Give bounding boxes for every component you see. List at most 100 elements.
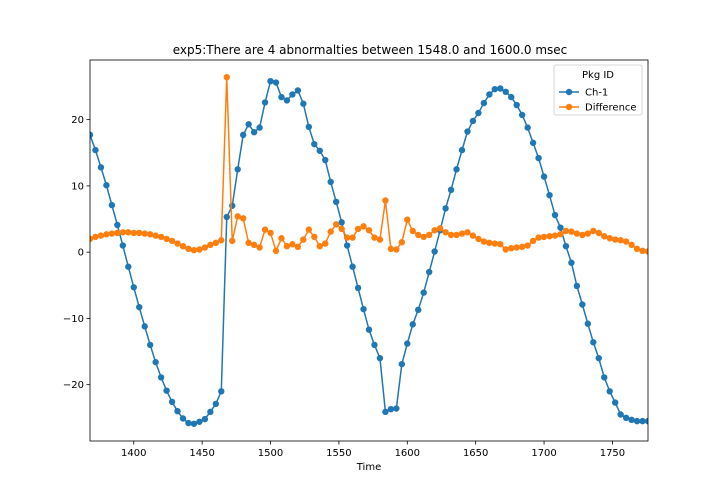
data-point-difference [229,237,236,245]
data-point-ch-1 [590,339,597,346]
data-point-difference [207,241,214,249]
data-point-difference [393,246,400,253]
data-point-ch-1 [223,213,230,221]
data-point-difference [398,239,406,246]
data-point-difference [311,233,318,241]
data-point-difference [562,227,570,235]
data-point-difference [294,243,302,251]
data-point-difference [316,242,323,250]
data-point-difference [425,231,433,239]
data-point-difference [628,241,635,249]
data-point-ch-1 [283,97,291,104]
data-point-ch-1 [431,248,438,255]
data-point-difference [371,234,378,241]
data-point-ch-1 [212,400,220,408]
data-point-ch-1 [163,387,170,394]
data-point-ch-1 [218,388,225,395]
x-tick-label: 1500 [258,448,283,459]
data-point-difference [611,236,619,243]
data-point-ch-1 [376,354,384,362]
x-tick-label: 1550 [326,448,351,459]
data-point-ch-1 [464,128,471,135]
data-point-ch-1 [551,211,559,219]
data-point-ch-1 [425,268,433,276]
data-point-difference [404,216,411,223]
axes-frame [89,59,649,442]
data-point-difference [250,241,258,249]
data-point-difference [146,231,154,238]
data-point-ch-1 [644,417,648,425]
data-point-ch-1 [234,166,241,173]
data-point-difference [633,245,641,253]
plot-area [90,74,648,427]
data-point-ch-1 [486,91,493,98]
data-point-difference [283,242,291,250]
data-point-ch-1 [349,263,356,270]
data-point-difference [267,229,274,237]
data-point-difference [114,229,121,237]
x-axis-title: Time [356,462,381,473]
data-point-difference [157,233,165,241]
data-point-difference [190,246,198,254]
data-point-difference [322,240,329,247]
legend-label-difference: Difference [585,103,637,114]
data-point-difference [409,227,416,235]
data-point-difference [502,246,509,253]
data-point-ch-1 [546,191,553,199]
data-point-ch-1 [289,91,296,98]
data-point-difference [387,245,395,253]
data-point-difference [497,241,504,248]
data-point-difference [212,239,220,247]
data-point-ch-1 [453,166,460,173]
data-point-ch-1 [311,140,318,148]
data-point-difference [365,227,373,234]
data-point-ch-1 [97,164,105,171]
data-point-difference [130,229,137,237]
data-point-difference [524,242,531,249]
data-point-difference [201,244,209,251]
data-point-difference [644,248,648,255]
data-point-ch-1 [447,186,455,194]
data-point-difference [431,227,438,234]
data-point-difference [343,234,351,241]
y-tick-label: −20 [63,380,84,391]
data-point-ch-1 [261,99,269,106]
data-point-ch-1 [568,259,575,266]
data-point-ch-1 [278,93,285,101]
data-point-difference [546,233,553,240]
data-point-ch-1 [322,156,329,164]
data-point-difference [349,234,356,241]
data-point-difference [557,231,564,238]
data-point-ch-1 [409,321,416,328]
data-point-difference [595,229,602,237]
data-point-ch-1 [92,146,99,154]
data-point-difference [92,233,99,241]
data-point-difference [464,229,471,236]
data-point-difference [278,235,285,242]
data-point-ch-1 [557,224,564,231]
data-point-difference [453,231,460,239]
data-point-difference [458,230,466,237]
data-point-ch-1 [508,93,515,101]
data-point-difference [469,232,477,239]
data-point-difference [480,238,488,245]
data-point-ch-1 [332,198,340,205]
data-point-ch-1 [130,284,137,291]
data-point-difference [234,213,241,220]
data-point-difference [245,239,252,247]
data-point-difference [529,237,537,245]
data-point-ch-1 [518,111,526,119]
data-point-ch-1 [573,282,581,290]
data-point-difference [332,221,340,228]
data-point-ch-1 [272,79,280,86]
x-tick-label: 1650 [463,448,488,459]
data-point-difference [261,226,269,233]
data-point-difference [639,247,646,255]
data-point-difference [218,237,225,244]
data-point-ch-1 [398,360,406,368]
data-point-difference [360,223,367,230]
data-point-difference [119,229,127,236]
data-point-ch-1 [267,78,274,85]
data-point-difference [272,247,280,255]
